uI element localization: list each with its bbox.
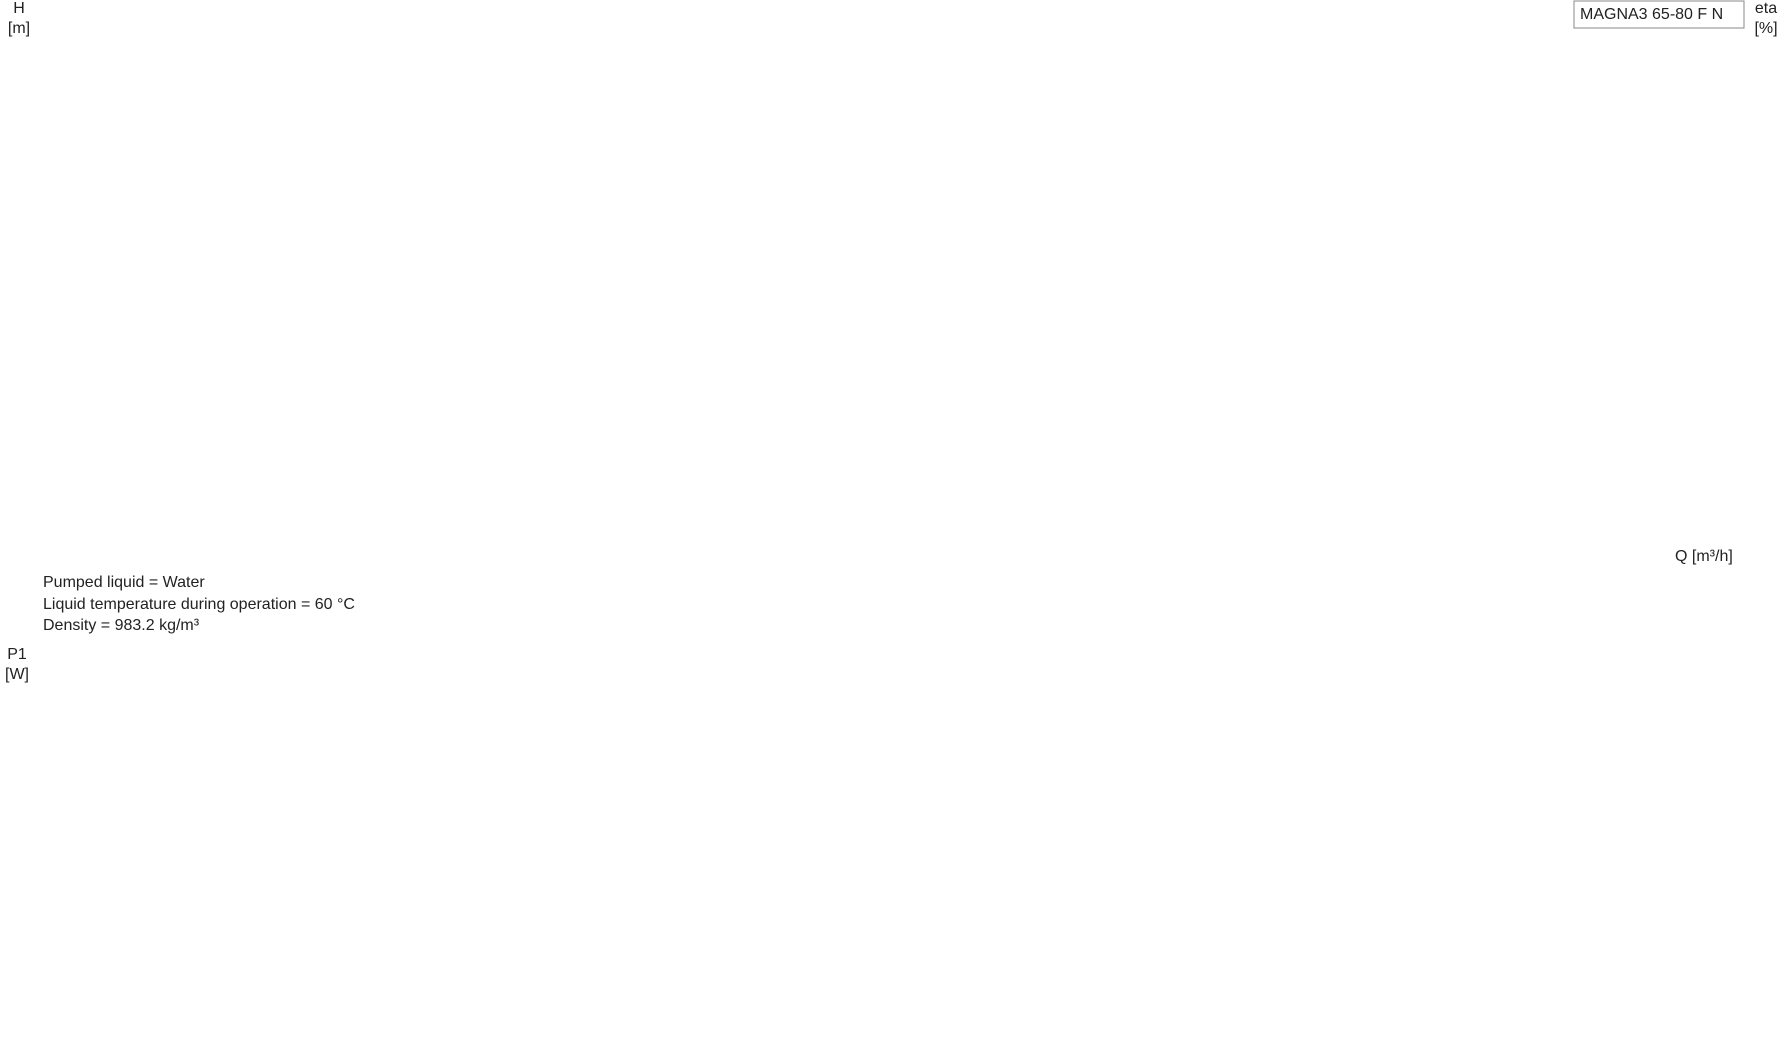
y-axis-label: H	[13, 0, 25, 17]
y-axis-unit: [W]	[5, 666, 29, 683]
product-label-box	[1573, 0, 1745, 29]
note: Pumped liquid = Water	[43, 574, 205, 591]
y-axis-label: P1	[7, 646, 27, 663]
y2-axis-unit: [%]	[1754, 20, 1777, 37]
note: Liquid temperature during operation = 60…	[43, 596, 355, 613]
y2-axis-label: eta	[1755, 0, 1777, 17]
y-axis-unit: [m]	[8, 20, 30, 37]
product-label: MAGNA3 65-80 F N	[1580, 6, 1723, 23]
text-layer: H [m] eta [%] Q [m³/h] Pumped liquid = W…	[5, 0, 1778, 683]
x-axis-label: Q [m³/h]	[1675, 548, 1733, 565]
note: Density = 983.2 kg/m³	[43, 617, 200, 634]
